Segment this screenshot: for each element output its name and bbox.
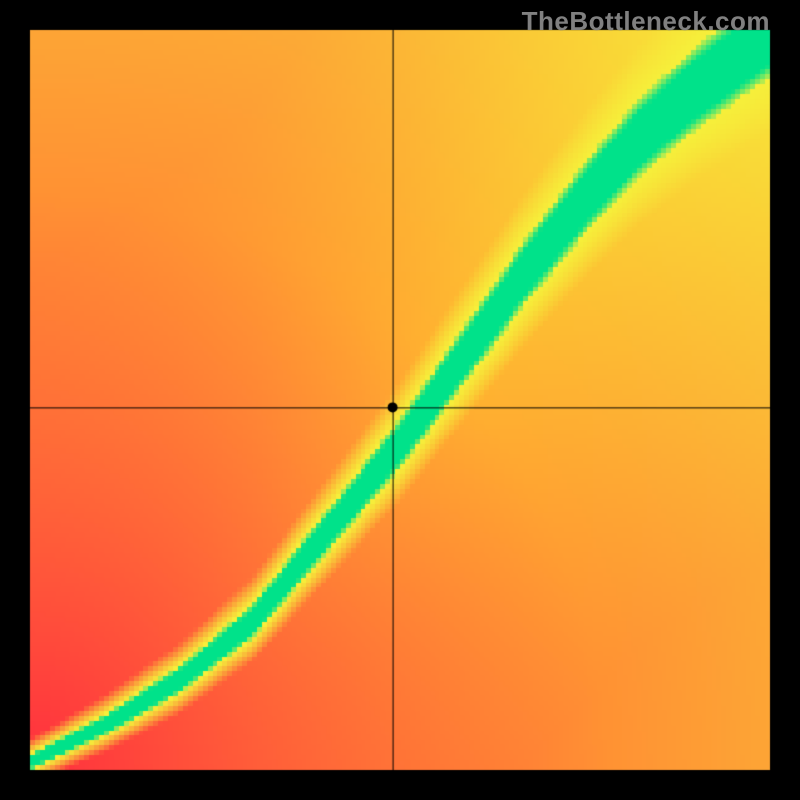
heatmap-canvas	[0, 0, 800, 800]
watermark-text: TheBottleneck.com	[522, 6, 770, 37]
chart-container: TheBottleneck.com	[0, 0, 800, 800]
